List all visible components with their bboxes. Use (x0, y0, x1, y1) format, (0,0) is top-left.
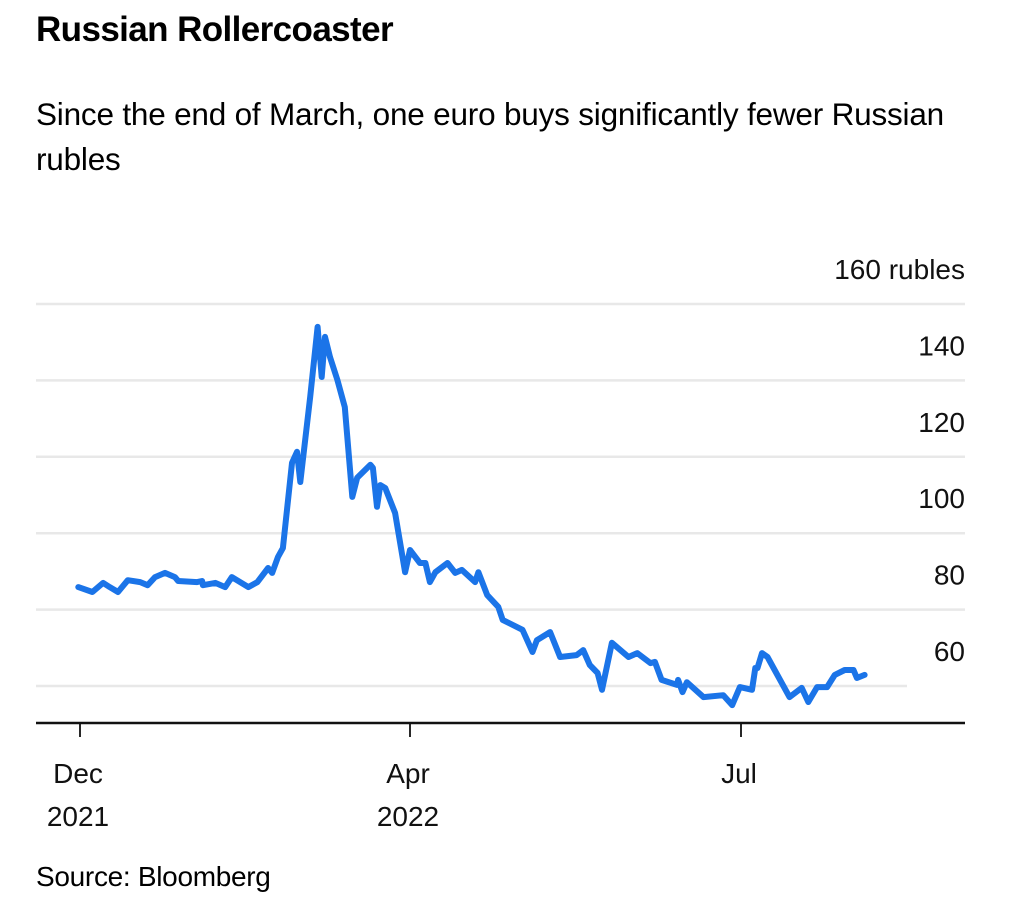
x-tick-sublabel: 2022 (377, 801, 439, 832)
x-tick-sublabel: 2021 (47, 801, 109, 832)
y-tick-label: 100 (918, 483, 965, 514)
x-tick-label: Apr (386, 758, 430, 789)
source-note: Source: Bloomberg (36, 861, 271, 892)
series-line (75, 323, 868, 709)
x-tick-label: Dec (53, 758, 103, 789)
y-tick-label: 120 (918, 407, 965, 438)
gridlines (36, 302, 965, 688)
y-tick-label: 140 (918, 330, 965, 361)
y-tick-label: 160 rubles (834, 254, 965, 285)
chart-title: Russian Rollercoaster (36, 10, 394, 49)
y-tick-label: 60 (934, 636, 965, 667)
chart-subtitle: Since the end of March, one euro buys si… (36, 96, 944, 177)
x-axis: Dec 2021 Apr 2022 Jul (36, 721, 965, 832)
y-tick-label: 80 (934, 560, 965, 591)
x-tick-label: Jul (721, 758, 757, 789)
y-tick-labels: 160 rubles 140 120 100 80 60 (834, 254, 965, 667)
series-group (75, 323, 868, 709)
